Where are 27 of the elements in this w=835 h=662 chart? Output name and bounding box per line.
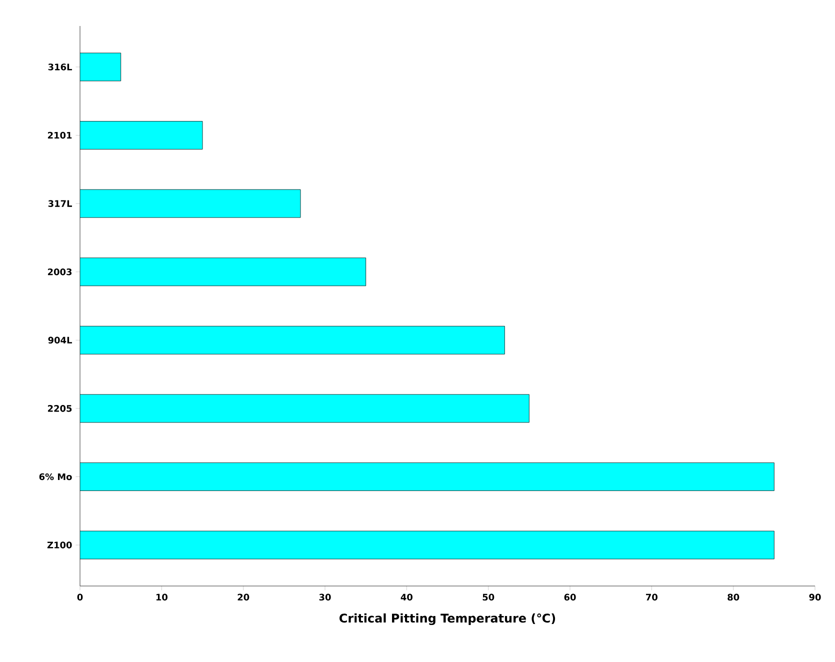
bar: [80, 52, 122, 82]
bar: [80, 462, 774, 491]
x-tick-label: 30: [319, 594, 331, 601]
bar: [80, 394, 530, 423]
y-tick-label: 2101: [48, 132, 72, 139]
bar: [80, 530, 774, 560]
x-tick-label: 20: [238, 594, 250, 601]
y-tick-label: 6% Mo: [39, 473, 72, 480]
x-tick-label: 10: [156, 594, 168, 601]
y-tick-label: 2205: [48, 405, 72, 412]
x-tick-label: 60: [564, 594, 576, 601]
x-tick-label: 40: [400, 594, 412, 601]
x-axis-title: Critical Pitting Temperature (℃): [340, 613, 556, 626]
y-tick-label: 904L: [48, 336, 72, 344]
x-tick-label: 80: [728, 594, 740, 601]
x-tick-label: 50: [482, 594, 494, 601]
x-tick-label: 70: [646, 594, 658, 601]
bar: [80, 189, 301, 218]
x-tick-label: 0: [77, 594, 83, 601]
y-tick-label: 316L: [48, 64, 72, 70]
y-tick-label: 317L: [48, 200, 72, 207]
x-tick-label: 90: [809, 594, 821, 601]
bar: [80, 258, 366, 286]
bar: [80, 121, 203, 150]
y-tick-label: 2003: [48, 268, 72, 276]
y-tick-label: Z100: [47, 542, 72, 548]
bar: [80, 326, 505, 354]
